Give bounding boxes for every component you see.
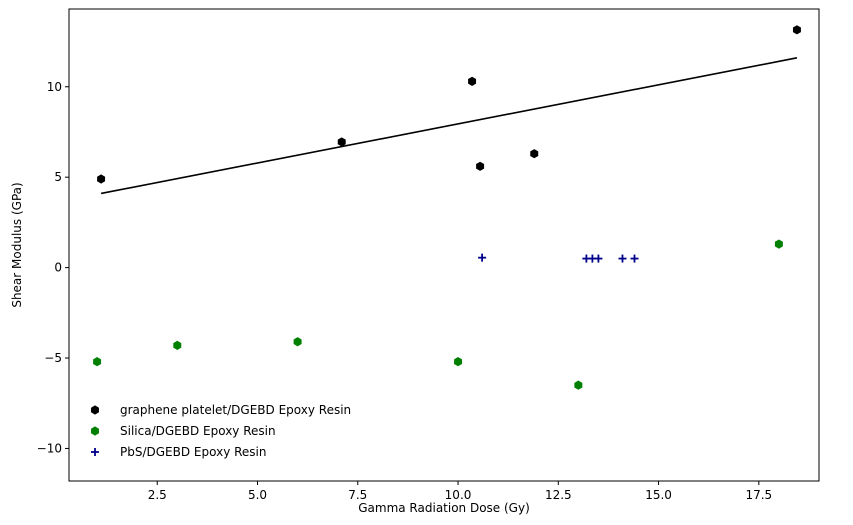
x-tick-label: 15.0	[645, 488, 672, 502]
y-tick-label: −10	[37, 441, 62, 455]
x-tick-label: 12.5	[545, 488, 572, 502]
x-tick-label: 5.0	[248, 488, 267, 502]
y-axis-ticks: −10 −5 0 5 10	[37, 80, 69, 455]
x-axis-label: Gamma Radiation Dose (Gy)	[358, 501, 530, 515]
legend-label: Silica/DGEBD Epoxy Resin	[120, 424, 276, 438]
data-point	[454, 357, 463, 367]
legend-marker	[91, 448, 99, 456]
x-tick-label: 7.5	[348, 488, 367, 502]
plot-frame	[68, 8, 820, 482]
data-point	[630, 254, 639, 263]
x-tick-label: 10.0	[445, 488, 472, 502]
data-point	[93, 357, 102, 367]
x-tick-label: 2.5	[148, 488, 167, 502]
data-point	[337, 137, 346, 147]
y-tick-label: −5	[44, 351, 62, 365]
legend-label: PbS/DGEBD Epoxy Resin	[120, 445, 266, 459]
data-points	[93, 25, 801, 390]
data-point	[792, 25, 801, 35]
x-tick-label: 17.5	[745, 488, 772, 502]
data-point	[97, 174, 106, 184]
data-point	[173, 340, 182, 350]
data-point	[774, 239, 783, 249]
data-point	[478, 253, 487, 262]
legend-marker	[91, 426, 99, 436]
y-tick-label: 0	[54, 261, 62, 275]
legend-label: graphene platelet/DGEBD Epoxy Resin	[120, 403, 351, 417]
y-tick-label: 10	[47, 80, 62, 94]
data-point	[618, 254, 627, 263]
data-point	[594, 254, 603, 263]
y-axis-label: Shear Modulus (GPa)	[10, 182, 24, 307]
trend-line-group	[100, 57, 798, 195]
data-point	[476, 161, 485, 171]
data-point	[574, 380, 583, 390]
data-point	[468, 76, 477, 86]
y-tick-label: 5	[54, 170, 62, 184]
legend-marker	[91, 405, 99, 415]
trend-line	[100, 57, 798, 195]
legend: graphene platelet/DGEBD Epoxy Resin Silic…	[91, 403, 351, 459]
x-axis-ticks: 2.5 5.0 7.5 10.0 12.5 15.0 17.5	[148, 481, 772, 502]
data-point	[293, 337, 302, 347]
data-point	[530, 149, 539, 159]
